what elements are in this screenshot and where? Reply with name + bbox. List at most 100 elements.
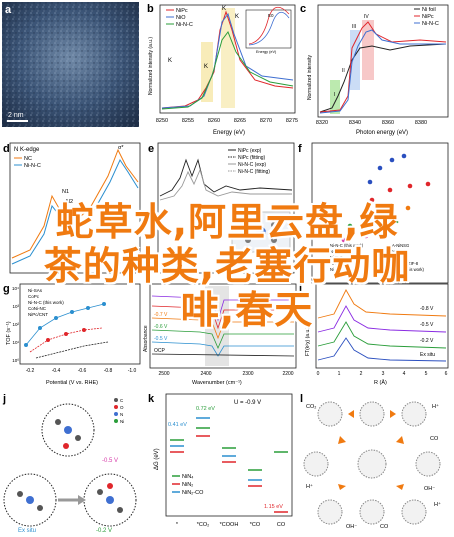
label-minus-0-2: -0.2 V xyxy=(96,528,112,534)
cycle-node-7 xyxy=(317,499,343,525)
svg-text:I: I xyxy=(334,92,335,98)
ni-foil-curve xyxy=(319,43,447,113)
panel-h-axes xyxy=(149,283,297,369)
svg-text:10¹: 10¹ xyxy=(12,340,19,345)
svg-text:-0.2: -0.2 xyxy=(26,368,35,374)
cycle-node-6 xyxy=(415,451,441,477)
panel-k: k U = -0.9 V 0.41 eV 0.72 eV 1.15 eV NiN… xyxy=(148,393,293,528)
svg-text:Ni-N-C (exp): Ni-N-C (exp) xyxy=(238,162,266,168)
svg-text:σ*: σ* xyxy=(118,145,124,151)
svg-text:6: 6 xyxy=(445,371,448,377)
overlay-text-line-3: 啡,春天 xyxy=(180,288,314,332)
panel-g-letter: g xyxy=(3,283,10,295)
svg-text:2300: 2300 xyxy=(242,371,253,377)
svg-text:-0.5 V: -0.5 V xyxy=(420,322,434,328)
svg-text:NiPc: NiPc xyxy=(176,8,188,14)
svg-text:K: K xyxy=(222,6,226,12)
svg-text:2200: 2200 xyxy=(282,371,293,377)
svg-text:OH⁻: OH⁻ xyxy=(424,486,435,492)
panel-j: j C O N Ni Ex situ -0.5 V -0.2 V xyxy=(2,393,137,534)
svg-text:Ni-N: Ni-N xyxy=(330,261,338,266)
panel-g-xlabel: Potential (V vs. RHE) xyxy=(46,380,98,386)
panel-f-legend-right: A-NiNSG NiPc-DA Ni-NPC C-Zn-Ni-ZIF-8 NiN… xyxy=(392,243,424,272)
svg-text:H⁺: H⁺ xyxy=(434,501,441,508)
svg-text:Ni-N-C: Ni-N-C xyxy=(330,255,343,260)
panel-i-letter: i xyxy=(299,283,302,295)
svg-text:10³: 10³ xyxy=(12,304,19,309)
overlay-text-line-1: 蛇草水,阿里云盘,绿 xyxy=(55,200,399,244)
cycle-node-8 xyxy=(359,499,385,525)
svg-text:Ni foil: Ni foil xyxy=(422,7,436,13)
svg-text:Ni-SAs: Ni-SAs xyxy=(28,288,43,293)
svg-text:K: K xyxy=(235,14,239,20)
nipc-curve-c xyxy=(319,21,447,113)
svg-text:NiPc/CNT: NiPc/CNT xyxy=(28,312,48,317)
panel-i-curve-labels: -0.8 V -0.5 V -0.2 V Ex situ xyxy=(420,306,435,358)
ni-n-c-exp-curve xyxy=(159,168,292,201)
nipc-exp-curve xyxy=(159,158,293,197)
svg-text:-0.2 V: -0.2 V xyxy=(420,338,434,344)
panel-k-axes xyxy=(165,393,293,517)
ni-n-c-curve-c xyxy=(319,29,446,114)
svg-text:*COOH: *COOH xyxy=(220,522,239,528)
cycle-node-4 xyxy=(303,451,329,477)
overlay-text-line-2: 茶的种类,老塞行动咖 xyxy=(43,244,411,288)
svg-text:8255: 8255 xyxy=(182,118,194,124)
svg-text:C: C xyxy=(120,398,124,403)
svg-text:0.72 eV: 0.72 eV xyxy=(196,406,215,412)
cycle-node-5 xyxy=(357,449,387,479)
panel-c-xlabel: Photon energy (eV) xyxy=(356,130,408,136)
panel-b-letter: b xyxy=(147,3,154,15)
nc-curve xyxy=(11,148,139,259)
label-ex-situ: Ex situ xyxy=(18,528,36,534)
panel-f: f Ni-N-C (this work) Ni-N-C Ni-N-C Ni-N … xyxy=(298,142,449,284)
svg-text:8320: 8320 xyxy=(316,120,328,126)
svg-text:2: 2 xyxy=(360,371,363,377)
svg-text:Ni-N-C: Ni-N-C xyxy=(24,163,41,169)
svg-text:O: O xyxy=(120,405,124,410)
panel-j-letter: j xyxy=(2,393,6,405)
svg-text:2400: 2400 xyxy=(200,371,211,377)
svg-text:1.15 eV: 1.15 eV xyxy=(264,504,283,510)
svg-text:-0.8 V: -0.8 V xyxy=(420,306,434,312)
svg-text:*: * xyxy=(176,522,179,528)
svg-text:CO: CO xyxy=(277,522,286,528)
panel-h-ylabel: Absorbance xyxy=(143,325,149,352)
svg-text:CO: CO xyxy=(430,436,439,442)
label-minus-0-5: -0.5 V xyxy=(102,458,118,464)
svg-text:N1: N1 xyxy=(62,189,69,195)
panel-c-legend: Ni foil NiPc Ni-N-C xyxy=(414,7,439,27)
panel-g-yticks: 10⁴ 10³ 10² 10¹ 10⁰ xyxy=(12,286,19,363)
svg-text:1: 1 xyxy=(338,371,341,377)
svg-text:A-NiNSG: A-NiNSG xyxy=(392,243,409,248)
svg-text:Ni: Ni xyxy=(120,419,124,424)
svg-text:E0: E0 xyxy=(268,13,274,18)
panel-l-labels: CO₂ H⁺ CO H⁺ OH⁻ CO OH⁻ H⁺ xyxy=(306,403,441,530)
svg-text:*CO₂: *CO₂ xyxy=(197,522,210,528)
svg-text:IV: IV xyxy=(364,14,369,20)
panel-b: b Normalized intensity (a.u.) Energy (eV… xyxy=(147,3,298,136)
svg-text:-0.8: -0.8 xyxy=(104,368,113,374)
structure-top xyxy=(41,403,95,457)
svg-text:8275: 8275 xyxy=(286,118,298,124)
panel-d-title: N K-edge xyxy=(14,147,40,153)
svg-text:NiPc-DA: NiPc-DA xyxy=(392,249,408,254)
svg-text:-0.4: -0.4 xyxy=(52,368,61,374)
svg-text:Ni-N-C (this work): Ni-N-C (this work) xyxy=(28,300,64,305)
panel-d-letter: d xyxy=(3,143,10,155)
svg-text:8380: 8380 xyxy=(415,120,427,126)
panel-a-letter: a xyxy=(5,4,12,16)
panel-k-title: U = -0.9 V xyxy=(234,400,261,406)
panel-f-legend-left: Ni-N-C (this work) Ni-N-C Ni-N-C Ni-N Ni… xyxy=(330,243,364,272)
svg-text:NiO: NiO xyxy=(176,15,186,21)
svg-text:N: N xyxy=(120,412,123,417)
svg-text:NiN₂-CO: NiN₂-CO xyxy=(182,490,204,496)
panel-c-xticks: 8320 8340 8360 8380 xyxy=(316,120,427,126)
panel-c-region-labels: I II III IV xyxy=(334,14,369,98)
cycle-node-2 xyxy=(359,401,385,427)
svg-text:OH⁻: OH⁻ xyxy=(346,524,357,530)
svg-text:Ni-N-C: Ni-N-C xyxy=(422,21,439,27)
ni-n-c-curve-d xyxy=(11,158,139,265)
panel-g-legend: Ni-SAs CoPc Ni-N-C (this work) CoNi-NC N… xyxy=(28,288,64,317)
panel-k-letter: k xyxy=(148,393,155,405)
